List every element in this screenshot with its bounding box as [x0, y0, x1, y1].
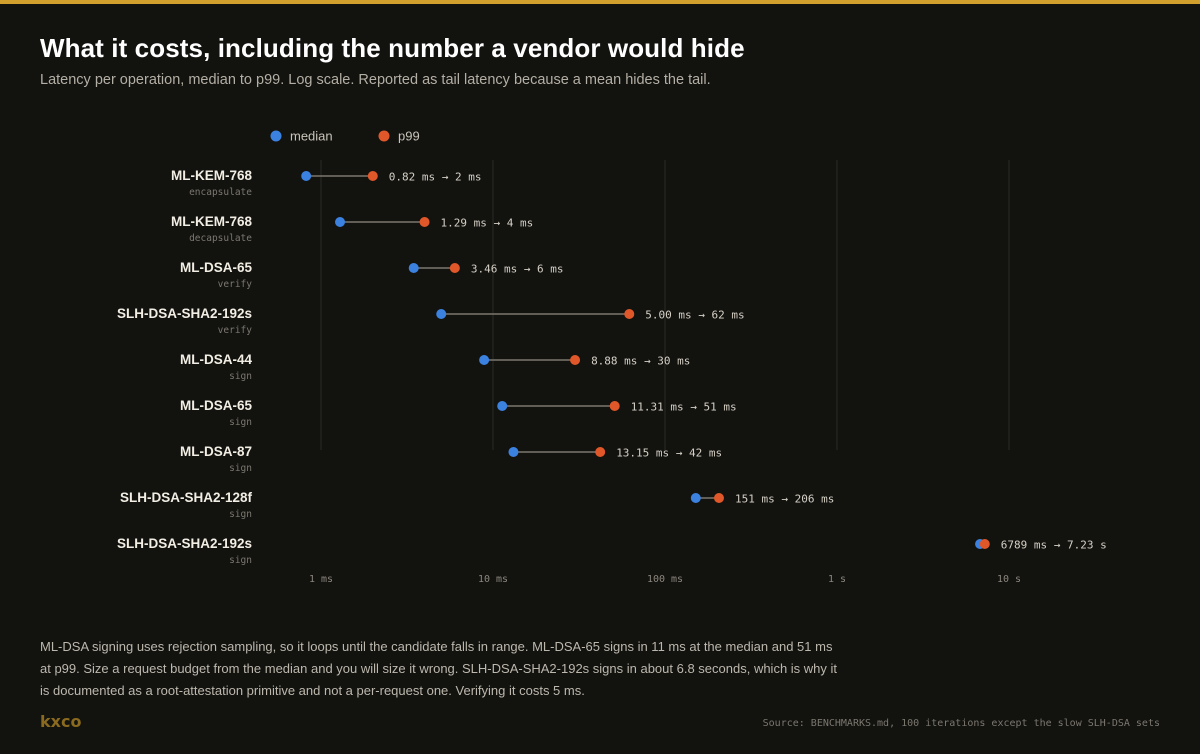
- p99-point: [595, 447, 606, 457]
- value-label: 0.82 ms → 2 ms: [389, 171, 482, 184]
- legend-median-label: median: [290, 129, 333, 144]
- median-point: [508, 447, 519, 457]
- page-title: What it costs, including the number a ve…: [40, 33, 745, 63]
- median-point: [690, 493, 701, 503]
- p99-point: [609, 401, 620, 411]
- value-label: 5.00 ms → 62 ms: [645, 309, 744, 322]
- row-operation: verify: [218, 279, 253, 290]
- legend-p99-marker: [378, 130, 390, 142]
- legend-p99-label: p99: [398, 129, 420, 144]
- row-operation: encapsulate: [189, 187, 252, 198]
- brand-logo: kxco: [40, 712, 82, 731]
- p99-point: [624, 309, 635, 319]
- row-name: SLH-DSA-SHA2-192s: [117, 306, 252, 321]
- median-point: [497, 401, 508, 411]
- value-label: 8.88 ms → 30 ms: [591, 355, 690, 368]
- row-name: ML-DSA-44: [180, 352, 252, 367]
- row-name: SLH-DSA-SHA2-192s: [117, 536, 252, 551]
- median-point: [408, 263, 419, 273]
- legend-median-marker: [270, 130, 282, 142]
- footnote-text: ML-DSA signing uses rejection sampling, …: [40, 639, 838, 698]
- page-subtitle: Latency per operation, median to p99. Lo…: [40, 72, 711, 88]
- value-label: 151 ms → 206 ms: [735, 493, 834, 506]
- median-point: [436, 309, 447, 319]
- row-operation: sign: [229, 509, 252, 520]
- row-operation: sign: [229, 417, 252, 428]
- p99-point: [367, 171, 378, 181]
- x-tick-label: 10 s: [997, 574, 1021, 585]
- row-name: ML-DSA-65: [180, 398, 252, 413]
- x-tick-label: 100 ms: [647, 574, 683, 585]
- row-name: SLH-DSA-SHA2-128f: [120, 490, 253, 505]
- row-operation: sign: [229, 371, 252, 382]
- row-name: ML-DSA-87: [180, 444, 252, 459]
- source-note: Source: BENCHMARKS.md, 100 iterations ex…: [762, 718, 1160, 729]
- p99-point: [419, 217, 430, 227]
- median-point: [301, 171, 312, 181]
- p99-point: [979, 539, 990, 549]
- row-operation: sign: [229, 463, 252, 474]
- value-label: 11.31 ms → 51 ms: [631, 401, 737, 414]
- top-accent-bar: [0, 0, 1200, 4]
- value-label: 13.15 ms → 42 ms: [616, 447, 722, 460]
- p99-point: [713, 493, 724, 503]
- row-name: ML-DSA-65: [180, 260, 252, 275]
- median-point: [479, 355, 490, 365]
- row-name: ML-KEM-768: [171, 168, 252, 183]
- p99-point: [449, 263, 460, 273]
- latency-dumbbell-chart: 1 ms 10 ms 100 ms 1 s 10 s median p99 ML-KEM-76…: [117, 129, 1107, 586]
- median-point: [335, 217, 346, 227]
- row-operation: decapsulate: [189, 233, 252, 244]
- x-tick-label: 1 ms: [309, 574, 333, 585]
- value-label: 6789 ms → 7.23 s: [1001, 539, 1107, 552]
- row-operation: sign: [229, 555, 252, 566]
- x-tick-label: 10 ms: [478, 574, 508, 585]
- row-operation: verify: [218, 325, 253, 336]
- p99-point: [570, 355, 581, 365]
- value-label: 1.29 ms → 4 ms: [441, 217, 534, 230]
- x-tick-label: 1 s: [828, 574, 846, 585]
- row-name: ML-KEM-768: [171, 214, 252, 229]
- value-label: 3.46 ms → 6 ms: [471, 263, 564, 276]
